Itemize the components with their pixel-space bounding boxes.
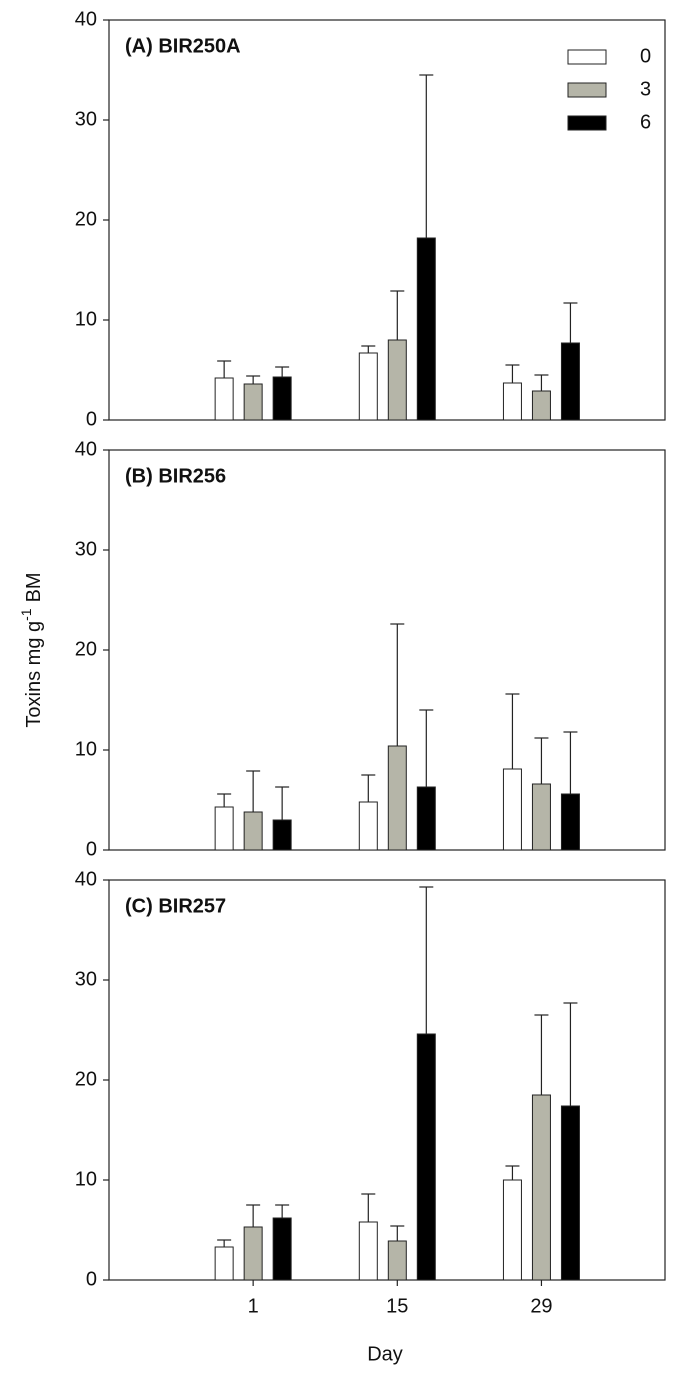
bar <box>502 1179 522 1281</box>
bar <box>358 801 378 851</box>
y-tick-label: 40 <box>75 868 97 890</box>
bar <box>416 786 436 851</box>
bar <box>243 383 263 421</box>
plot-frame <box>108 879 666 1281</box>
plot-frame <box>108 449 666 851</box>
y-tick-label: 0 <box>86 838 97 860</box>
y-tick-label: 40 <box>75 8 97 30</box>
bar <box>214 806 234 851</box>
bar <box>531 390 551 421</box>
bar <box>358 352 378 421</box>
y-tick-label: 30 <box>75 968 97 990</box>
legend-swatch <box>567 82 607 98</box>
y-tick-label: 20 <box>75 638 97 660</box>
y-tick-label: 30 <box>75 108 97 130</box>
bar <box>214 1246 234 1281</box>
y-tick-label: 30 <box>75 538 97 560</box>
legend-label: 6 <box>640 111 651 133</box>
legend-swatch <box>567 49 607 65</box>
panel-title: (C) BIR257 <box>125 895 226 917</box>
bar <box>531 1094 551 1281</box>
y-axis-label-main: Toxins mg g <box>23 621 45 728</box>
bar <box>272 376 292 421</box>
legend-label: 0 <box>640 45 651 67</box>
x-axis-label: Day <box>367 1343 403 1365</box>
x-tick-label: 1 <box>248 1295 259 1317</box>
plot-frame <box>108 19 666 421</box>
bar <box>358 1221 378 1281</box>
panel-title: (B) BIR256 <box>125 465 226 487</box>
legend-label: 3 <box>640 78 651 100</box>
x-tick-label: 29 <box>530 1295 552 1317</box>
bar <box>243 811 263 851</box>
bar <box>560 342 580 421</box>
bar <box>272 1217 292 1281</box>
bar <box>560 793 580 851</box>
y-tick-label: 20 <box>75 208 97 230</box>
y-axis-label: Toxins mg g-1 BM <box>18 572 46 727</box>
y-tick-label: 40 <box>75 438 97 460</box>
bar <box>502 768 522 851</box>
bar <box>243 1226 263 1281</box>
y-tick-label: 10 <box>75 1168 97 1190</box>
bar <box>387 1240 407 1281</box>
y-tick-label: 0 <box>86 408 97 430</box>
legend-swatch <box>567 115 607 131</box>
bar <box>560 1105 580 1281</box>
x-tick-label: 15 <box>386 1295 408 1317</box>
y-tick-label: 10 <box>75 308 97 330</box>
bar <box>502 382 522 421</box>
bar <box>387 339 407 421</box>
y-axis-label-sup: -1 <box>18 608 34 621</box>
bar <box>214 377 234 421</box>
bar <box>272 819 292 851</box>
y-tick-label: 10 <box>75 738 97 760</box>
panel-title: (A) BIR250A <box>125 35 241 57</box>
y-tick-label: 0 <box>86 1268 97 1290</box>
bar <box>531 783 551 851</box>
y-tick-label: 20 <box>75 1068 97 1090</box>
bar <box>416 1033 436 1281</box>
y-axis-label-unit: BM <box>23 572 45 602</box>
bar <box>387 745 407 851</box>
bar <box>416 237 436 421</box>
